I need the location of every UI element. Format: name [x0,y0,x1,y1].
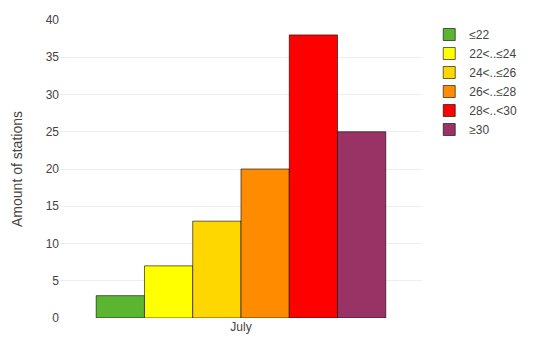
svg-text:26<..≤28: 26<..≤28 [469,85,516,99]
svg-text:20: 20 [46,162,60,176]
svg-text:30: 30 [46,88,60,102]
svg-text:24<..≤26: 24<..≤26 [469,66,516,80]
svg-text:5: 5 [52,274,59,288]
svg-text:25: 25 [46,125,60,139]
svg-text:40: 40 [46,13,60,27]
svg-text:≤22: ≤22 [469,28,489,42]
svg-text:July: July [230,320,251,334]
svg-text:0: 0 [52,311,59,325]
svg-text:22<..≤24: 22<..≤24 [469,47,516,61]
svg-text:10: 10 [46,237,60,251]
svg-text:≥30: ≥30 [469,123,489,137]
svg-text:Amount of stations: Amount of stations [9,111,25,227]
svg-text:28<..<30: 28<..<30 [469,104,517,118]
svg-text:35: 35 [46,50,60,64]
svg-text:15: 15 [46,199,60,213]
